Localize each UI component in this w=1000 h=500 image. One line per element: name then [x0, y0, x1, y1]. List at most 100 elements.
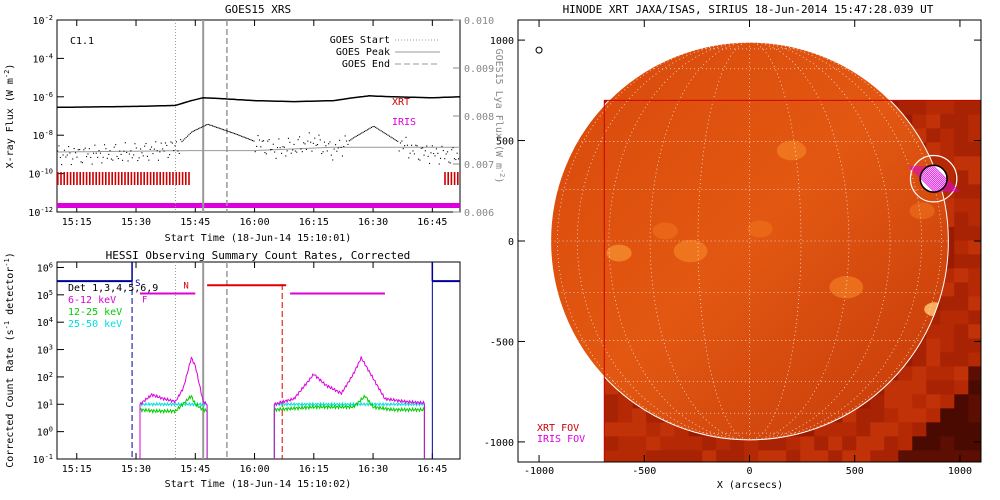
goes-short-point	[131, 157, 133, 159]
goes-xrt-exposure	[57, 172, 59, 185]
goes-short-point	[126, 151, 128, 153]
goes-xrt-exposure	[453, 172, 456, 185]
xrt-map-panel: HINODE XRT JAXA/ISAS, SIRIUS 18-Jun-2014…	[484, 3, 982, 491]
goes-legend-start: GOES Start	[330, 35, 390, 46]
goes-short-point	[86, 156, 88, 158]
hessi-12-25-curve	[273, 394, 425, 459]
goes-short-point	[373, 126, 375, 128]
goes-xrt-exposure	[60, 172, 62, 185]
goes-short-point	[276, 147, 278, 149]
goes-xrt-exposure	[146, 172, 149, 185]
goes-short-point	[239, 135, 241, 137]
goes-xrt-exposure	[76, 172, 78, 185]
map-corona-pixel	[968, 422, 981, 437]
goes-short-point	[181, 141, 183, 143]
map-active-regions	[606, 140, 946, 317]
map-corona-pixel	[632, 422, 647, 437]
goes-short-point	[449, 162, 451, 164]
goes-short-point	[113, 146, 115, 148]
goes-short-point	[364, 130, 366, 132]
goes-short-point	[319, 139, 321, 141]
map-corona-pixel	[632, 450, 647, 462]
goes-short-point	[321, 153, 323, 155]
map-corona-pixel	[968, 338, 981, 353]
map-corona-blocks	[604, 100, 981, 462]
map-longitude-line	[608, 42, 750, 440]
goes-xrt-label: XRT	[392, 97, 410, 108]
goes-short-point	[358, 134, 360, 136]
goes-short-point	[83, 149, 85, 151]
goes-short-point	[217, 127, 219, 129]
map-corona-pixel	[926, 100, 941, 115]
goes-short-point	[292, 149, 294, 151]
map-corona-pixel	[786, 436, 801, 451]
goes-short-point	[90, 156, 92, 158]
goes-short-point	[123, 150, 125, 152]
map-corona-pixel	[954, 226, 969, 241]
goes-short-point	[419, 159, 421, 161]
goes-short-point	[423, 154, 425, 156]
goes-short-point	[160, 142, 162, 144]
map-corona-pixel	[926, 450, 941, 462]
goes-short-point	[249, 138, 251, 140]
goes-ytick-right-label: 0.010	[464, 16, 494, 27]
goes-xrt-exposure	[188, 172, 190, 185]
goes-short-point	[112, 159, 114, 161]
goes-short-point	[435, 148, 437, 150]
goes-short-point	[386, 133, 388, 135]
goes-xrt-exposure	[156, 172, 158, 185]
goes-short-point	[210, 124, 212, 126]
map-longitude-line	[749, 42, 922, 440]
goes-short-point	[312, 142, 314, 144]
goes-short-point	[184, 138, 186, 140]
goes-panel: GOES15 XRS 15:15 15:30 15:45 16:00 16:15 16:3…	[3, 3, 506, 244]
map-corona-pixel	[968, 324, 981, 339]
goes-short-point	[408, 157, 410, 159]
goes-short-point	[62, 154, 64, 156]
map-iris-fov-slit	[908, 165, 935, 192]
goes-xtick-label: 16:15	[299, 217, 329, 228]
goes-short-point	[216, 126, 218, 128]
goes-short-point	[93, 152, 95, 154]
goes-short-point	[246, 137, 248, 139]
goes-short-point	[452, 147, 454, 149]
map-corona-pixel	[604, 408, 619, 423]
goes-xrt-exposure	[85, 172, 88, 185]
map-corona-pixel	[772, 436, 787, 451]
goes-xrt-exposure	[162, 172, 165, 185]
map-xtick-label: 0	[746, 466, 752, 477]
goes-xrt-exposure	[127, 172, 129, 185]
map-corona-pixel	[912, 422, 927, 437]
goes-short-point	[63, 149, 65, 151]
map-ytick-label: 1000	[490, 36, 514, 47]
goes-short-point	[57, 150, 59, 152]
hessi-ytick-label: 104	[37, 316, 53, 329]
map-corona-pixel	[954, 114, 969, 129]
map-helio-grid	[550, 42, 949, 440]
hessi-ytick-label: 101	[37, 398, 53, 411]
hessi-xtick-label: 16:45	[417, 464, 447, 475]
goes-short-point	[221, 128, 223, 130]
map-corona-pixel	[954, 198, 969, 213]
goes-short-point	[235, 133, 237, 135]
goes-short-point	[102, 156, 104, 158]
goes-short-point	[328, 143, 330, 145]
goes-short-point	[65, 156, 67, 158]
goes-short-point	[76, 156, 78, 158]
map-corona-pixel	[884, 422, 899, 437]
goes-short-point	[199, 127, 201, 129]
goes-short-point	[115, 144, 117, 146]
goes-short-point	[80, 161, 82, 163]
goes-short-point	[198, 128, 200, 130]
goes-xrt-exposure	[63, 172, 65, 185]
map-corona-pixel	[926, 352, 941, 367]
map-active-region	[829, 275, 864, 299]
goes-short-point	[189, 132, 191, 134]
goes-short-point	[153, 148, 155, 150]
map-corona-pixel	[940, 408, 955, 423]
goes-short-point	[142, 155, 144, 157]
goes-short-point	[73, 148, 75, 150]
hessi-legend: Det 1,3,4,5,6,9 6-12 keV 12-25 keV 25-50…	[68, 283, 158, 330]
goes-short-point	[195, 129, 197, 131]
map-corona-pixel	[926, 114, 941, 129]
